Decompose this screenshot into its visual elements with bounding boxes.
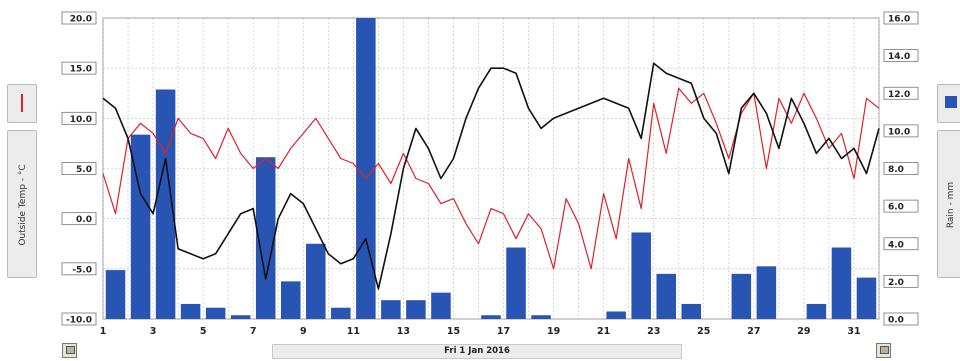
rain-bar	[105, 270, 126, 319]
rain-bar	[280, 281, 301, 319]
x-tick-label: 1	[100, 326, 107, 337]
right-axis-title: Rain - mm	[946, 181, 956, 229]
left-legend-swatch	[21, 94, 23, 112]
right-tick-label: 2.0	[888, 278, 904, 288]
right-tick-box	[883, 124, 919, 138]
left-legend-swatch-box[interactable]	[7, 84, 37, 123]
left-tick-label: -5.0	[72, 265, 92, 275]
right-tick-box	[883, 11, 919, 25]
right-tick-label: 0.0	[888, 316, 904, 326]
rain-bar	[681, 303, 702, 319]
temperature-line-red	[102, 87, 880, 270]
rain-bar	[381, 300, 401, 319]
rain-bar	[531, 315, 551, 319]
right-calendar-button[interactable]	[876, 343, 891, 358]
right-tick-box	[883, 312, 919, 326]
left-tick-box	[61, 162, 97, 175]
right-tick-label: 12.0	[888, 90, 910, 100]
left-axis-title-tab[interactable]: Outside Temp - °C	[7, 130, 37, 278]
rain-bar	[331, 307, 351, 319]
temperature-line-black	[102, 62, 880, 290]
rain-bar	[506, 247, 526, 319]
rain-bar	[656, 273, 676, 319]
rain-bar	[856, 277, 877, 319]
temperature-lines	[102, 62, 880, 290]
rain-bar	[731, 273, 752, 319]
rain-bar	[806, 303, 827, 319]
x-tick-label: 11	[347, 326, 360, 337]
rain-bar	[230, 315, 251, 319]
rain-bar	[406, 300, 426, 319]
calendar-icon	[880, 346, 889, 354]
right-tick-box	[883, 162, 919, 175]
calendar-icon	[66, 346, 75, 354]
right-tick-box	[883, 199, 919, 213]
x-tick-label: 17	[497, 326, 510, 337]
rain-bar	[306, 243, 326, 319]
left-tick-label: 20.0	[70, 15, 92, 25]
rain-bar	[631, 232, 651, 319]
date-selector[interactable]: Fri 1 Jan 2016	[272, 344, 682, 359]
right-tick-label: 10.0	[888, 127, 910, 137]
x-tick-label: 5	[200, 326, 207, 337]
right-tick-box	[883, 49, 919, 63]
x-tick-label: 9	[300, 326, 307, 337]
x-tick-label: 19	[547, 326, 560, 337]
right-tick-label: 4.0	[888, 240, 904, 250]
left-tick-label: 5.0	[76, 165, 92, 175]
rain-bar	[356, 18, 376, 319]
left-tick-box	[61, 312, 97, 326]
left-axis-title: Outside Temp - °C	[18, 164, 28, 246]
rain-bar	[130, 134, 151, 319]
rain-bar	[431, 292, 451, 319]
rain-bar	[180, 303, 201, 319]
right-tick-label: 16.0	[888, 15, 910, 25]
left-tick-box	[61, 212, 97, 226]
x-tick-label: 29	[797, 326, 810, 337]
left-tick-label: 15.0	[70, 65, 92, 75]
rain-bar	[756, 266, 777, 319]
rain-bar	[205, 307, 226, 319]
right-tick-box	[883, 86, 919, 100]
rain-bars	[105, 18, 877, 319]
right-legend-swatch	[945, 96, 957, 108]
rain-bar	[831, 247, 852, 319]
left-tick-box	[61, 61, 97, 75]
right-tick-label: 6.0	[888, 203, 904, 213]
x-tick-label: 23	[647, 326, 660, 337]
left-tick-label: -10.0	[66, 316, 92, 326]
tick-labels: 20.015.010.05.00.0-5.0-10.016.014.012.01…	[61, 11, 919, 337]
x-tick-label: 21	[597, 326, 610, 337]
x-tick-label: 15	[447, 326, 460, 337]
left-tick-box	[61, 11, 97, 25]
x-tick-label: 25	[697, 326, 710, 337]
right-axis-title-tab[interactable]: Rain - mm	[937, 130, 960, 278]
x-tick-label: 13	[397, 326, 410, 337]
x-tick-label: 27	[747, 326, 760, 337]
left-calendar-button[interactable]	[62, 343, 77, 358]
rain-bar	[155, 89, 176, 319]
x-tick-label: 7	[250, 326, 257, 337]
x-tick-label: 3	[150, 326, 157, 337]
left-tick-box	[61, 111, 97, 125]
x-tick-label: 31	[847, 326, 860, 337]
right-tick-label: 8.0	[888, 165, 904, 175]
right-legend-swatch-box[interactable]	[937, 84, 960, 123]
rain-bar	[606, 311, 626, 319]
right-tick-box	[883, 274, 919, 288]
rain-bar	[255, 157, 276, 319]
left-tick-label: 10.0	[70, 115, 92, 125]
right-tick-label: 14.0	[888, 52, 910, 62]
right-tick-box	[883, 237, 919, 251]
left-tick-box	[61, 262, 97, 276]
left-tick-label: 0.0	[76, 215, 92, 225]
rain-bar	[481, 315, 501, 319]
